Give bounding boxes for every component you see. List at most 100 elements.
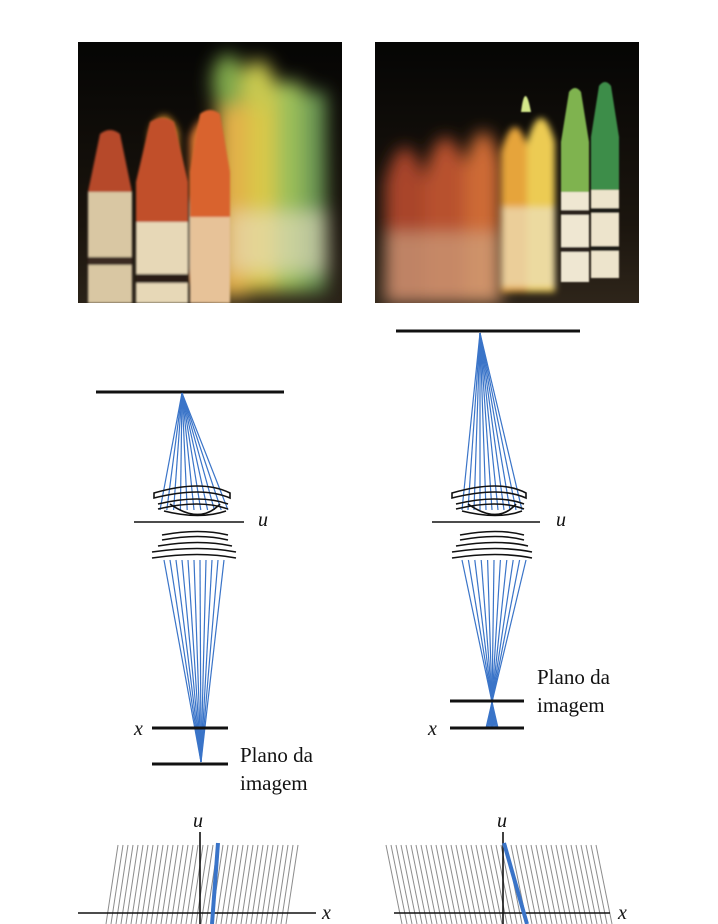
right-ray-lower [487,559,493,703]
left-ray-lower [181,559,202,763]
right-hatch-line [415,844,433,924]
left-hatch-line [115,844,129,924]
left-hatch-line [255,844,269,924]
right-hatch-line [590,844,608,924]
left-axis-x-label: x [133,718,143,740]
left-hatch-line [150,844,164,924]
left-hatch-line [250,844,264,924]
right-ray-upper [479,332,517,511]
left-ray-upper [181,392,222,511]
right-ray-lower [491,559,527,703]
right-hatch-line [450,844,468,924]
left-hatch-line [230,844,244,924]
right-hatch-line [555,844,573,924]
right-hatch-line [425,844,443,924]
left-ray-upper [181,392,209,511]
right-ray-lower [491,559,514,703]
right-ray-upper [479,332,511,511]
right-hatch-line [470,844,488,924]
right-ray-diagram: u x Plano da imagem [396,329,611,740]
left-ray-upper [181,392,215,511]
left-hatch-line [285,844,299,924]
left-hatch-line [170,844,184,924]
left-hatch-lines [105,844,299,924]
right-hatch-line [570,844,588,924]
right-plot-u-label: u [497,810,507,832]
right-hatch-line [565,844,583,924]
right-ray-lower [480,559,493,703]
right-axis-x-label: x [427,718,437,740]
right-hatch-line [405,844,423,924]
left-ray-upper [179,392,183,511]
left-ray-upper [166,392,183,511]
right-hatch-line [495,844,513,924]
left-hatch-line [130,844,144,924]
right-hatch-line [400,844,418,924]
right-ray-upper [479,332,505,511]
left-plot-u-label: u [193,810,203,832]
right-hatch-line [410,844,428,924]
right-hatch-line [545,844,563,924]
right-hatch-line [575,844,593,924]
left-hatch-line [275,844,289,924]
right-hatch-line [435,844,453,924]
right-ray-upper [473,332,481,511]
photo-crayons-far-focus [375,42,639,303]
right-plot-x-label: x [617,902,627,924]
right-ray-lower [461,559,493,703]
left-lens-assembly [134,485,244,559]
photo-crayons-near-focus [78,42,342,303]
right-ray-upper [461,332,481,511]
left-hatch-line [185,844,199,924]
left-hatch-line [215,844,229,924]
right-ray-lower [467,559,493,703]
right-ray-upper [467,332,481,511]
left-hatch-line [165,844,179,924]
left-hatch-line [265,844,279,924]
right-hatch-line [460,844,478,924]
left-hatch-line [175,844,189,924]
right-hatch-line [485,844,503,924]
left-hatch-line [120,844,134,924]
right-ray-upper [479,332,493,511]
left-ray-lower [200,559,213,763]
right-hatch-line [490,844,508,924]
right-hatch-line [445,844,463,924]
right-hatch-line [520,844,538,924]
right-hatch-line [550,844,568,924]
left-ray-upper [181,392,195,511]
left-hatch-line [220,844,234,924]
left-plot-highlight-ray [210,842,220,924]
right-hatch-line [455,844,473,924]
left-hatch-line [245,844,259,924]
left-hatch-line [125,844,139,924]
right-hatch-line [430,844,448,924]
left-hatch-line [110,844,124,924]
left-hatch-line [240,844,254,924]
left-hatch-line [140,844,154,924]
right-ray-lower [491,559,501,703]
right-hatch-line [480,844,498,924]
right-ray-after-focus [491,701,499,729]
right-hatch-line [420,844,438,924]
left-hatch-line [145,844,159,924]
right-ray-lower [491,559,495,703]
right-hatch-line [535,844,553,924]
right-image-plane-label-line2: imagem [537,693,605,717]
right-hatch-line [465,844,483,924]
right-hatch-line [440,844,458,924]
left-hatch-line [270,844,284,924]
left-axis-u-label: u [258,509,268,531]
left-ray-lower [169,559,202,763]
left-image-plane-label-line1: Plano da [240,743,314,767]
left-hatch-line [105,844,119,924]
left-hatch-line [155,844,169,924]
left-hatch-line [235,844,249,924]
left-ray-upper [181,392,188,511]
left-hatch-line [180,844,194,924]
left-hatch-line [280,844,294,924]
left-ray-upper [181,392,202,511]
right-hatch-line [540,844,558,924]
left-ray-upper [181,392,229,511]
